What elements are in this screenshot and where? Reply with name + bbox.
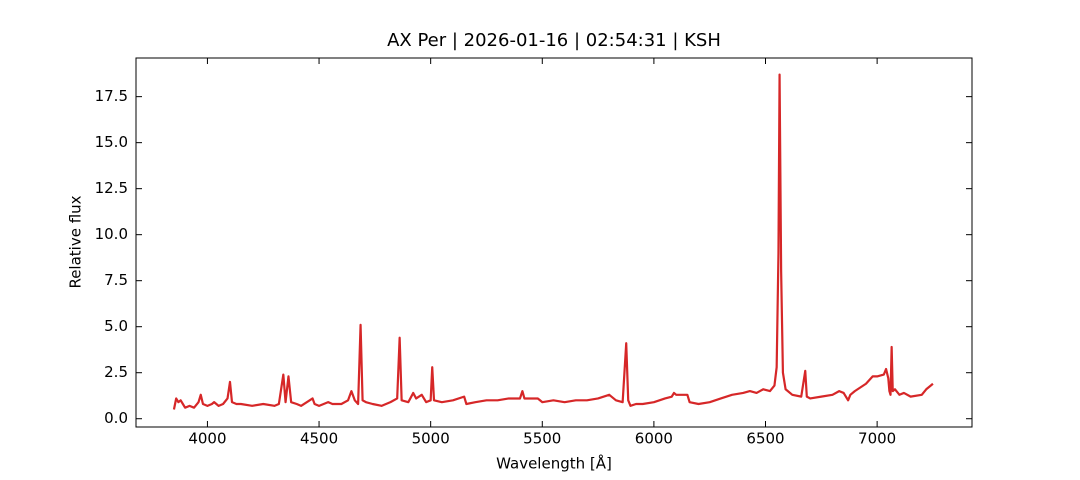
y-tick-label: 17.5 bbox=[95, 87, 128, 105]
y-tick-label: 0.0 bbox=[104, 409, 128, 427]
x-tick-label: 4500 bbox=[300, 430, 338, 448]
plot-frame bbox=[135, 57, 973, 428]
x-tick-label: 4000 bbox=[188, 430, 226, 448]
y-tick-label: 15.0 bbox=[95, 133, 128, 151]
x-tick-label: 5000 bbox=[412, 430, 450, 448]
y-tick-label: 12.5 bbox=[95, 179, 128, 197]
x-tick-label: 5500 bbox=[523, 430, 561, 448]
y-tick-label: 7.5 bbox=[104, 271, 128, 289]
y-tick-label: 5.0 bbox=[104, 317, 128, 335]
x-tick-label: 7000 bbox=[858, 430, 896, 448]
x-tick-label: 6500 bbox=[746, 430, 784, 448]
y-tick-label: 2.5 bbox=[104, 363, 128, 381]
x-tick-label: 6000 bbox=[635, 430, 673, 448]
y-tick-label: 10.0 bbox=[95, 225, 128, 243]
x-axis-label: Wavelength [Å] bbox=[496, 454, 612, 473]
y-axis-label: Relative flux bbox=[67, 195, 85, 288]
spectrum-line bbox=[172, 73, 934, 410]
chart-title: AX Per | 2026-01-16 | 02:54:31 | KSH bbox=[387, 30, 721, 51]
